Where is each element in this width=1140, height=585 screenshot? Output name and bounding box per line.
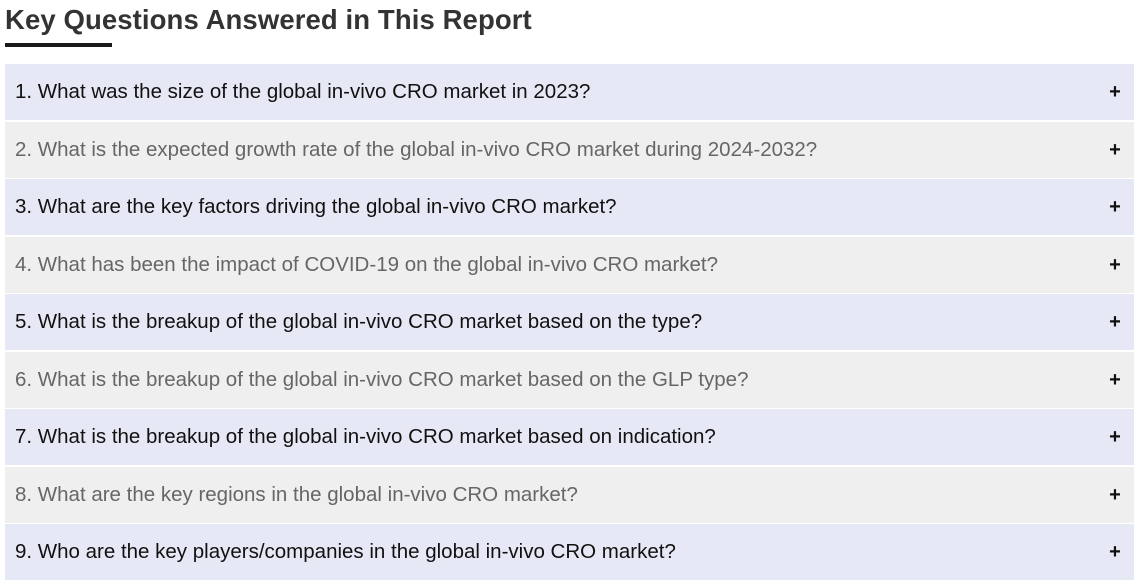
plus-icon[interactable]: + xyxy=(1109,541,1121,563)
faq-item-1[interactable]: 1. What was the size of the global in-vi… xyxy=(5,64,1134,120)
faq-question: 7. What is the breakup of the global in-… xyxy=(15,425,716,448)
faq-item-6[interactable]: 6. What is the breakup of the global in-… xyxy=(5,351,1134,408)
section-heading: Key Questions Answered in This Report xyxy=(5,0,532,47)
faq-accordion: 1. What was the size of the global in-vi… xyxy=(5,64,1134,582)
faq-question: 8. What are the key regions in the globa… xyxy=(15,482,578,506)
plus-icon[interactable]: + xyxy=(1109,196,1121,218)
plus-icon[interactable]: + xyxy=(1109,483,1121,506)
faq-question: 9. Who are the key players/companies in … xyxy=(15,540,676,563)
plus-icon[interactable]: + xyxy=(1109,253,1121,276)
page-title: Key Questions Answered in This Report xyxy=(5,4,532,35)
faq-item-3[interactable]: 3. What are the key factors driving the … xyxy=(5,179,1134,235)
plus-icon[interactable]: + xyxy=(1109,311,1121,333)
faq-question: 3. What are the key factors driving the … xyxy=(15,195,617,218)
plus-icon[interactable]: + xyxy=(1109,368,1121,391)
plus-icon[interactable]: + xyxy=(1109,426,1121,448)
faq-item-7[interactable]: 7. What is the breakup of the global in-… xyxy=(5,409,1134,465)
plus-icon[interactable]: + xyxy=(1109,81,1121,103)
faq-question: 5. What is the breakup of the global in-… xyxy=(15,310,703,333)
faq-item-4[interactable]: 4. What has been the impact of COVID-19 … xyxy=(5,236,1134,293)
faq-item-8[interactable]: 8. What are the key regions in the globa… xyxy=(5,466,1134,523)
faq-question: 6. What is the breakup of the global in-… xyxy=(15,367,749,391)
faq-question: 4. What has been the impact of COVID-19 … xyxy=(15,252,719,276)
faq-item-2[interactable]: 2. What is the expected growth rate of t… xyxy=(5,121,1134,178)
plus-icon[interactable]: + xyxy=(1109,138,1121,161)
faq-item-9[interactable]: 9. Who are the key players/companies in … xyxy=(5,524,1134,580)
title-underline xyxy=(5,43,112,47)
faq-question: 1. What was the size of the global in-vi… xyxy=(15,80,591,103)
faq-question: 2. What is the expected growth rate of t… xyxy=(15,137,818,161)
faq-item-5[interactable]: 5. What is the breakup of the global in-… xyxy=(5,294,1134,350)
